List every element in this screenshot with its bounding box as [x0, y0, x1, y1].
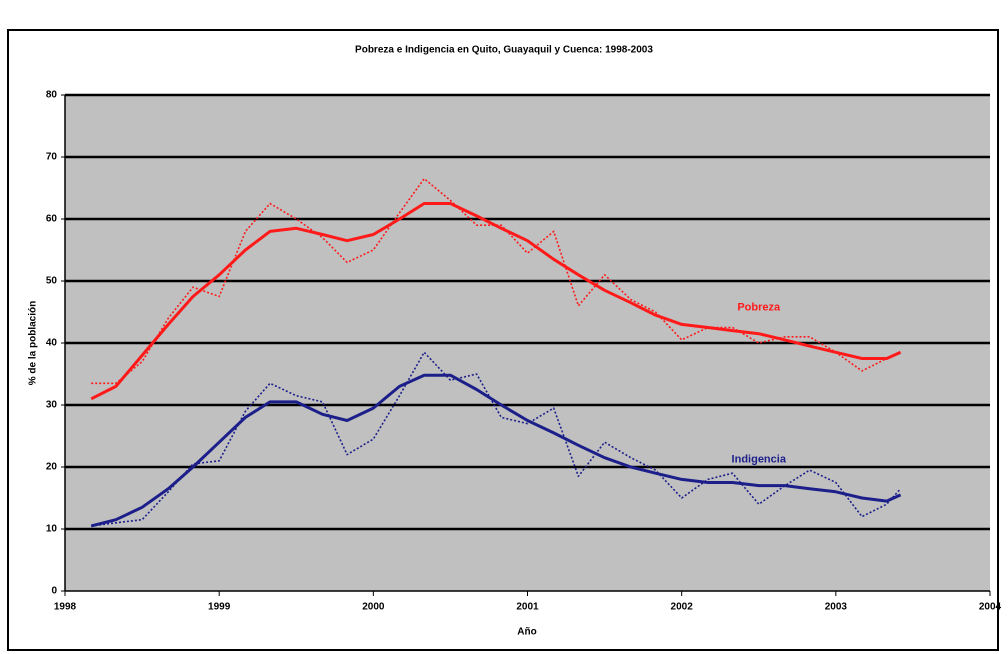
x-tick-label: 1998 — [54, 602, 77, 613]
chart-title: Pobreza e Indigencia en Quito, Guayaquil… — [355, 45, 653, 56]
x-tick-label: 2000 — [362, 602, 385, 613]
y-tick-label: 80 — [46, 90, 58, 101]
y-tick-label: 50 — [46, 276, 58, 287]
x-tick-label: 2001 — [516, 602, 539, 613]
y-tick-label: 20 — [46, 462, 58, 473]
x-tick-label: 2003 — [825, 602, 848, 613]
smooth-line — [90, 373, 902, 528]
y-axis-label: % de la población — [28, 301, 39, 385]
smooth-line — [90, 202, 902, 401]
y-tick-label: 10 — [46, 524, 58, 535]
y-tick-label: 60 — [46, 214, 58, 225]
y-tick-label: 30 — [46, 400, 58, 411]
series-label: Indigencia — [732, 454, 787, 466]
x-axis-label: Año — [517, 627, 536, 638]
y-tick-label: 40 — [46, 338, 58, 349]
y-tick-label: 0 — [51, 586, 57, 597]
raw-line — [91, 177, 901, 385]
x-tick-label: 1999 — [208, 602, 231, 613]
x-tick-label: 2004 — [979, 602, 1002, 613]
x-tick-label: 2002 — [671, 602, 694, 613]
series-label: Pobreza — [737, 302, 781, 314]
y-tick-label: 70 — [46, 152, 58, 163]
